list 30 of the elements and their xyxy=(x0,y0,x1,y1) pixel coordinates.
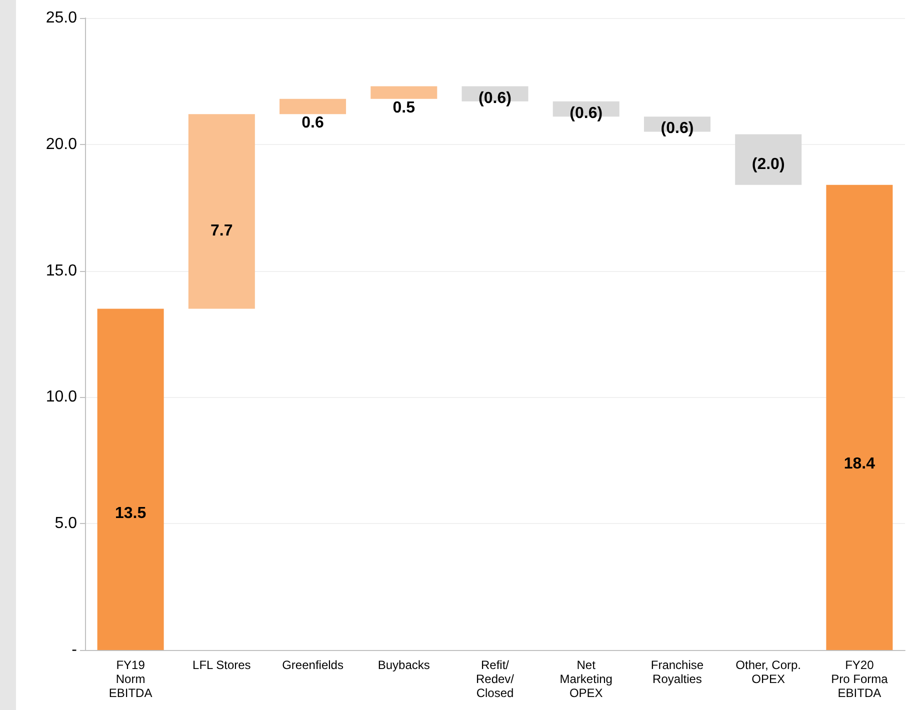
data-label: 0.5 xyxy=(392,99,416,116)
x-tick-label: Greenfields xyxy=(282,658,344,672)
bar xyxy=(97,308,164,650)
bar xyxy=(280,98,346,114)
data-label: (0.6) xyxy=(660,120,694,138)
data-label: 18.4 xyxy=(844,455,876,472)
x-tick-label: FY19 Norm EBITDA xyxy=(108,658,152,700)
bar xyxy=(370,86,438,99)
x-tick-label: Franchise Royalties xyxy=(650,658,704,686)
y-tick-label: 5.0 xyxy=(54,515,78,532)
bar xyxy=(826,184,893,650)
data-label: (0.6) xyxy=(478,90,512,107)
y-tick-label: 15.0 xyxy=(46,262,78,280)
x-tick-label: Other, Corp. OPEX xyxy=(736,658,802,686)
bar xyxy=(735,134,802,185)
y-tick-label: 20.0 xyxy=(46,136,78,153)
y-tick-label: 25.0 xyxy=(46,10,78,26)
x-tick-label: Buybacks xyxy=(378,658,430,672)
bar xyxy=(188,114,255,309)
data-label: (2.0) xyxy=(752,156,785,174)
y-tick-label: - xyxy=(72,642,77,658)
x-tick-label: Net Marketing OPEX xyxy=(560,658,612,700)
y-tick-label: 10.0 xyxy=(46,388,78,406)
x-tick-label: LFL Stores xyxy=(192,658,251,672)
data-label: (0.6) xyxy=(570,104,603,122)
data-label: 7.7 xyxy=(210,222,233,240)
data-label: 0.6 xyxy=(302,114,324,132)
x-tick-label: Refit/ Redev/ Closed xyxy=(476,658,515,700)
data-label: 13.5 xyxy=(114,504,146,522)
x-tick-label: FY20 Pro Forma EBITDA xyxy=(831,658,888,700)
